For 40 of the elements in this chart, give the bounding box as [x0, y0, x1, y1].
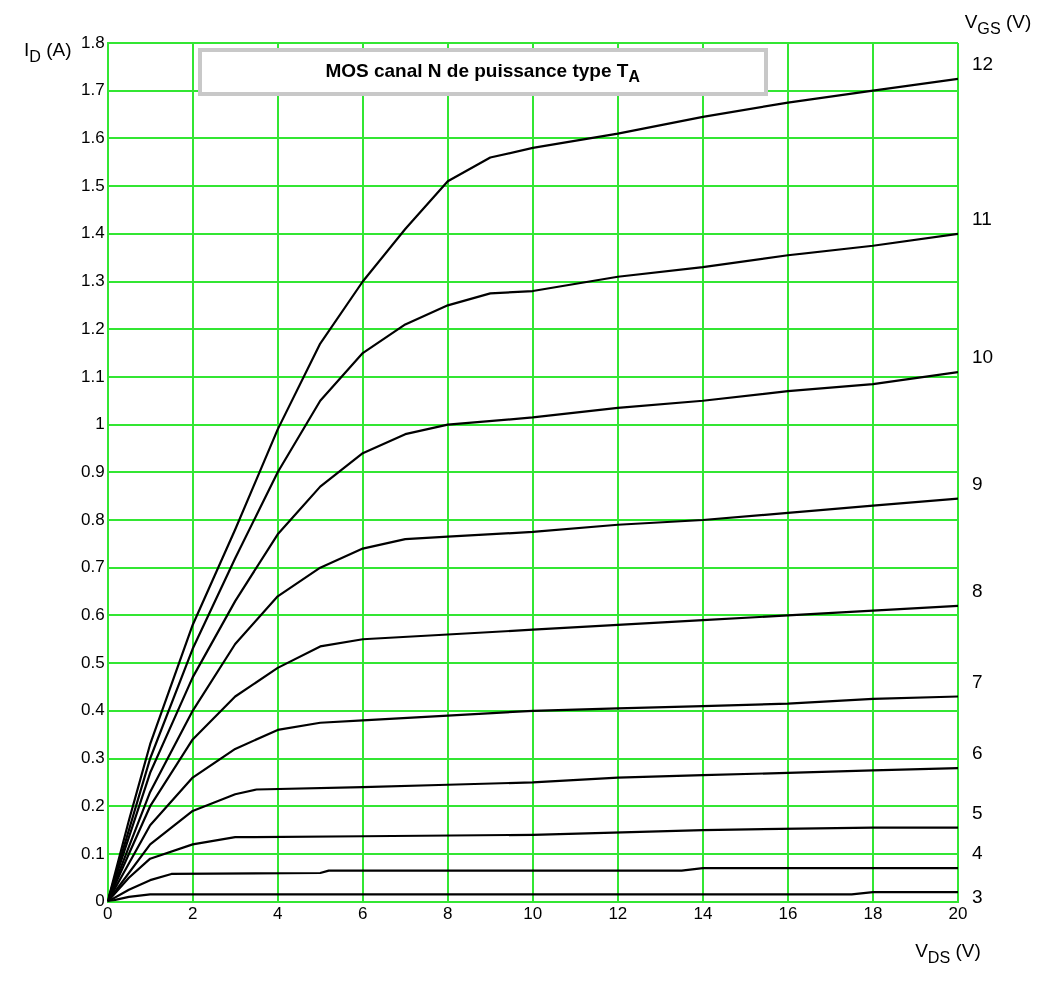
x-tick-label: 8 — [443, 904, 453, 924]
y-tick-label: 0.5 — [80, 652, 105, 672]
y-tick-label: 1.8 — [80, 32, 105, 52]
x-tick-label: 12 — [608, 904, 628, 924]
y-tick-label: 0.1 — [80, 843, 105, 863]
series-label: 9 — [972, 472, 983, 494]
y-tick-label: 1.3 — [80, 271, 105, 291]
x-tick-label: 6 — [358, 904, 368, 924]
x-tick-label: 16 — [778, 904, 798, 924]
series-label: 7 — [972, 670, 983, 692]
series-label: 3 — [972, 886, 983, 908]
series-label: 6 — [972, 742, 983, 764]
y-tick-label: 1.2 — [80, 318, 105, 338]
series-label: 4 — [972, 842, 983, 864]
y-tick-label: 1.7 — [80, 80, 105, 100]
y-tick-label: 0.4 — [80, 700, 105, 720]
y-tick-label: 1.1 — [80, 366, 105, 386]
y-tick-label: 0.9 — [80, 461, 105, 481]
y-tick-label: 1.5 — [80, 175, 105, 195]
series-label: 5 — [972, 801, 983, 823]
y-tick-label: 0.3 — [80, 748, 105, 768]
x-tick-label: 18 — [863, 904, 883, 924]
y-tick-label: 0 — [95, 891, 105, 911]
x-tick-label: 10 — [523, 904, 543, 924]
x-tick-label: 14 — [693, 904, 713, 924]
series-label: 11 — [972, 208, 992, 230]
y-tick-label: 0.7 — [80, 557, 105, 577]
y-tick-label: 0.8 — [80, 509, 105, 529]
y-tick-label: 0.2 — [80, 795, 105, 815]
y-tick-label: 0.6 — [80, 605, 105, 625]
text: MOS canal N de puissance type T$_{A}$ — [325, 60, 640, 85]
x-tick-label: 4 — [272, 904, 283, 924]
x-tick-label: 2 — [187, 904, 198, 924]
y-tick-label: 1 — [95, 414, 105, 434]
series-label: 10 — [972, 346, 994, 368]
series-label: 8 — [972, 580, 983, 602]
y-tick-label: 1.6 — [80, 128, 105, 148]
y-tick-label: 1.4 — [80, 223, 105, 243]
series-label: 12 — [972, 53, 994, 75]
x-tick-label: 20 — [948, 904, 968, 924]
